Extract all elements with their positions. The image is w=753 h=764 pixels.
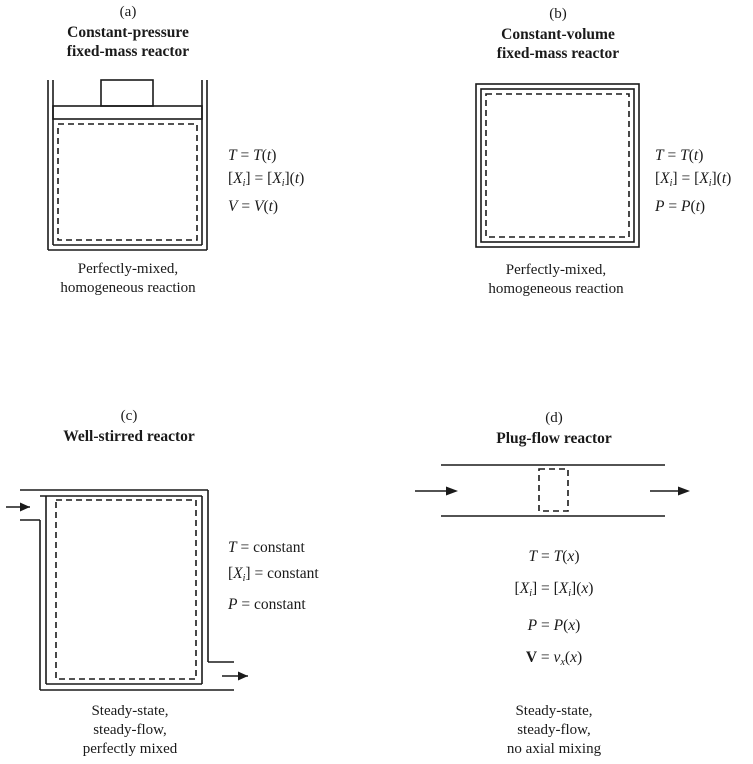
panel-a-vessel <box>47 79 208 251</box>
panel-c-caption-line1: Steady-state, <box>91 703 169 719</box>
panel-a-letter: (a) <box>119 4 137 20</box>
panel-a-piston-weight <box>100 79 154 107</box>
panel-c-caption: Steady-state, steady-flow, perfectly mix… <box>83 702 178 759</box>
panel-c-caption-line2: steady-flow, <box>93 722 167 738</box>
panel-c-eq-temperature: T = constant <box>228 539 305 556</box>
panel-b-inner-wall <box>480 88 635 243</box>
panel-a-eq-volume: V = V(t) <box>228 198 279 215</box>
panel-c-equations: T = constant [Xi] = constant P = constan… <box>228 538 319 615</box>
panel-d-letter: (d) <box>545 410 563 426</box>
panel-a-eq-temperature: T = T(t) <box>228 147 277 164</box>
panel-d-eq-temperature: T = T(x) <box>528 548 580 565</box>
panel-b-title: Constant-volume fixed-mass reactor <box>497 25 619 63</box>
panel-d-caption-line2: steady-flow, <box>517 722 591 738</box>
panel-a-caption-line1: Perfectly-mixed, <box>77 261 179 277</box>
panel-c-eq-concentration: [Xi] = constant <box>228 565 319 584</box>
panel-a-control-volume <box>57 123 198 241</box>
panel-b-vessel <box>475 83 640 248</box>
panel-a-eq-concentration: [Xi] = [Xi](t) <box>228 170 305 189</box>
panel-a-title: Constant-pressure fixed-mass reactor <box>67 23 189 61</box>
panel-d-title: Plug-flow reactor <box>496 430 612 447</box>
panel-d-caption-line1: Steady-state, <box>515 703 593 719</box>
panel-d-equations: T = T(x) [Xi] = [Xi](x) P = P(x) V = vx(… <box>515 541 594 679</box>
panel-c-eq-pressure: P = constant <box>228 596 306 613</box>
panel-b-equations: T = T(t) [Xi] = [Xi](t) P = P(t) <box>655 146 731 217</box>
panel-a-equations: T = T(t) [Xi] = [Xi](t) V = V(t) <box>228 146 304 217</box>
panel-b-eq-pressure: P = P(t) <box>655 198 706 215</box>
panel-b-caption: Perfectly-mixed, homogeneous reaction <box>488 261 623 299</box>
panel-c-inlet-arrowhead <box>20 502 30 512</box>
panel-d-caption-line3: no axial mixing <box>506 741 602 757</box>
panel-a-title-line2: fixed-mass reactor <box>66 43 190 60</box>
panel-c-control-volume <box>55 499 197 680</box>
panel-d-control-volume <box>538 468 569 512</box>
panel-d-eq-pressure: P = P(x) <box>527 617 581 634</box>
panel-b-letter: (b) <box>549 6 567 22</box>
panel-b-caption-line2: homogeneous reaction <box>488 281 624 297</box>
panel-b-title-line1: Constant-volume <box>501 26 615 43</box>
panel-a-piston <box>52 105 203 120</box>
panel-d-eq-concentration: [Xi] = [Xi](x) <box>514 580 594 599</box>
panel-d-caption: Steady-state, steady-flow, no axial mixi… <box>507 702 601 759</box>
panel-b-title-line2: fixed-mass reactor <box>496 45 620 62</box>
panel-a-title-line1: Constant-pressure <box>67 24 189 41</box>
panel-d-vessel <box>415 464 681 517</box>
panel-b-caption-line1: Perfectly-mixed, <box>505 262 607 278</box>
panel-b-eq-concentration: [Xi] = [Xi](t) <box>655 170 732 189</box>
panel-a-caption-line2: homogeneous reaction <box>60 280 196 296</box>
panel-c-title: Well-stirred reactor <box>63 428 195 445</box>
panel-c-vessel <box>6 489 248 691</box>
panel-b-eq-temperature: T = T(t) <box>655 147 704 164</box>
panel-c-caption-line3: perfectly mixed <box>82 741 178 757</box>
panel-b-control-volume <box>485 93 630 238</box>
panel-c-letter: (c) <box>120 408 138 424</box>
panel-d-outlet-arrowhead <box>678 486 690 496</box>
panel-a-caption: Perfectly-mixed, homogeneous reaction <box>60 260 195 298</box>
panel-b-outer-wall <box>475 83 640 248</box>
panel-c-outlet-arrowhead <box>238 671 248 681</box>
panel-d-eq-velocity: V = vx(x) <box>525 649 583 668</box>
panel-d-inlet-arrowhead <box>446 486 458 496</box>
